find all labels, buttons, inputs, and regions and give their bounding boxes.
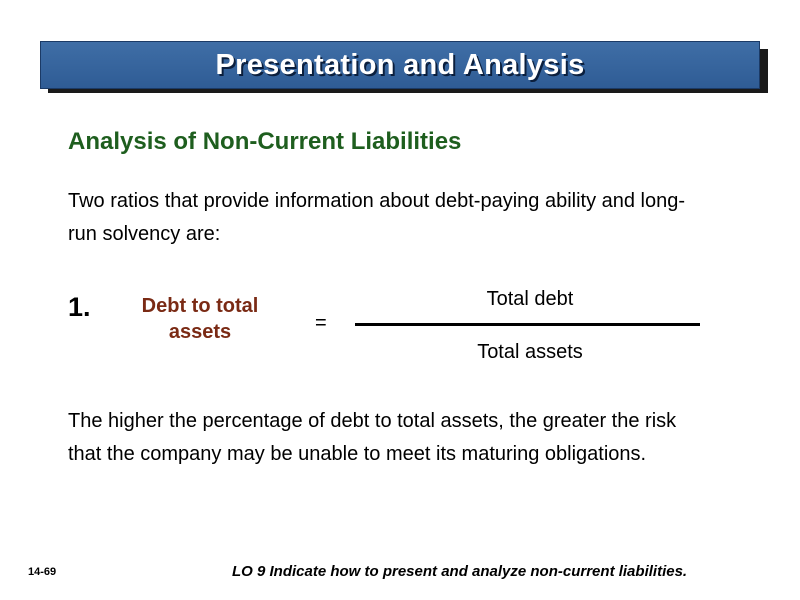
- intro-paragraph: Two ratios that provide information abou…: [68, 190, 686, 245]
- title-bar: Presentation and Analysis: [40, 41, 760, 89]
- conclusion-paragraph: The higher the percentage of debt to tot…: [68, 410, 677, 465]
- ratio-denominator: Total assets: [477, 341, 583, 363]
- ratio-name: Debt to total assets: [141, 295, 259, 343]
- section-subtitle: Analysis of Non-Current Liabilities: [68, 128, 462, 155]
- ratio-number: 1.: [68, 292, 91, 322]
- ratio-numerator: Total debt: [486, 288, 574, 310]
- page-number: 14-69: [28, 566, 57, 578]
- fraction-line: [355, 323, 700, 326]
- equals-sign: =: [315, 312, 327, 334]
- page-title: Presentation and Analysis: [215, 48, 585, 81]
- learning-objective: LO 9 Indicate how to present and analyze…: [232, 563, 688, 580]
